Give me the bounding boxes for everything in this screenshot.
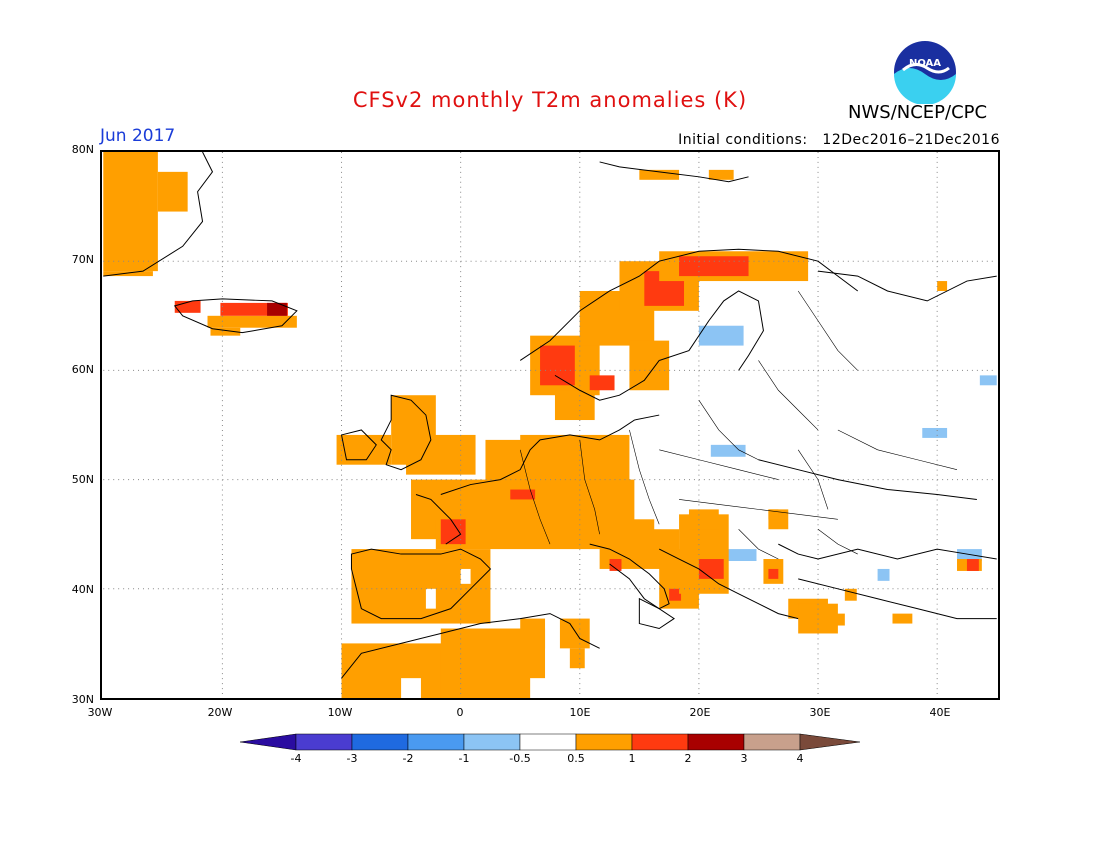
colorbar-label-neg1: -1 xyxy=(458,752,470,765)
graticule xyxy=(103,152,997,698)
coastlines xyxy=(103,152,997,679)
initial-conditions-value: 12Dec2016–21Dec2016 xyxy=(822,132,1000,148)
lon-tick-30w: 30W xyxy=(87,706,113,719)
noaa-logo: NOAA xyxy=(894,41,956,104)
initial-conditions-label: Initial conditions: xyxy=(678,132,808,148)
colorbar-label-neg2: -2 xyxy=(402,752,414,765)
lon-tick-40e: 40E xyxy=(929,706,951,719)
initial-conditions: Initial conditions: 12Dec2016–21Dec2016 xyxy=(678,132,1000,148)
colorbar-label-1: 1 xyxy=(628,752,636,765)
chart-title: CFSv2 monthly T2m anomalies (K) xyxy=(352,88,748,112)
country-borders xyxy=(519,290,958,560)
logo-lettering: NOAA xyxy=(909,58,941,69)
lat-tick-40n: 40N xyxy=(71,583,94,596)
lon-tick-10w: 10W xyxy=(327,706,353,719)
lat-tick-60n: 60N xyxy=(71,363,94,376)
anomaly-layer xyxy=(103,152,997,698)
colorbar-label-4: 4 xyxy=(796,752,804,765)
colorbar-label-neg3: -3 xyxy=(346,752,358,765)
lon-tick-10e: 10E xyxy=(569,706,591,719)
colorbar-label-05: 0.5 xyxy=(567,752,585,765)
colorbar-label-neg05: -0.5 xyxy=(509,752,531,765)
anomaly-map xyxy=(100,150,1000,700)
forecast-month: Jun 2017 xyxy=(100,126,176,146)
lat-tick-50n: 50N xyxy=(71,473,94,486)
lon-tick-30e: 30E xyxy=(809,706,831,719)
colorbar-label-2: 2 xyxy=(684,752,692,765)
lon-tick-20w: 20W xyxy=(207,706,233,719)
lat-tick-80n: 80N xyxy=(71,143,94,156)
lat-tick-30n: 30N xyxy=(71,693,94,706)
lon-tick-0: 0 xyxy=(456,706,464,719)
lon-tick-20e: 20E xyxy=(689,706,711,719)
colorbar-label-neg4: -4 xyxy=(290,752,302,765)
agency-label: NWS/NCEP/CPC xyxy=(848,102,988,123)
colorbar-label-3: 3 xyxy=(740,752,748,765)
lat-tick-70n: 70N xyxy=(71,253,94,266)
colorbar xyxy=(240,733,861,751)
